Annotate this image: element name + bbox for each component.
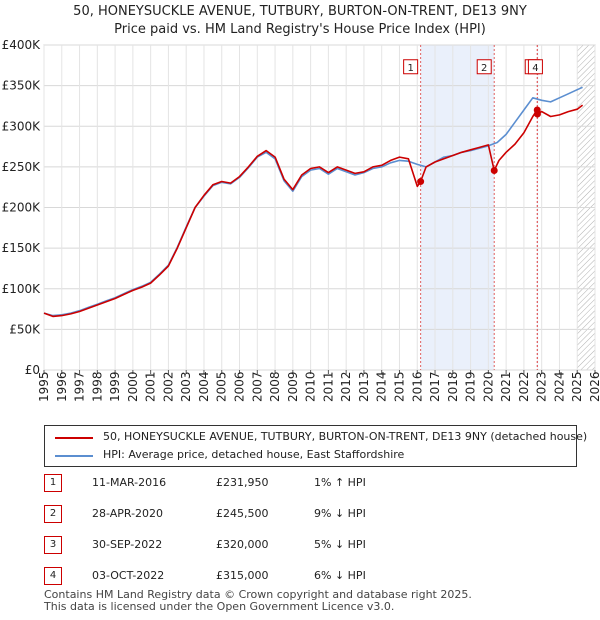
x-tick-label: 2007 [250,371,264,402]
x-tick-label: 2015 [392,371,406,402]
x-tick-label: 2018 [446,371,460,402]
transaction-badge: 3 [44,536,62,554]
y-tick-label: £400K [2,38,42,52]
sale-point-4 [533,110,541,118]
table-row: 2 28-APR-2020 £245,500 9% ↓ HPI [44,504,584,524]
x-tick-label: 2023 [535,371,549,402]
transaction-hpi: 5% ↓ HPI [314,538,366,551]
y-tick-label: £0 [25,363,40,377]
transaction-date: 11-MAR-2016 [92,476,167,489]
price-chart: 1234£0£50K£100K£150K£200K£250K£300K£350K… [2,38,600,402]
x-tick-label: 2002 [161,371,175,402]
x-tick-label: 2005 [215,371,229,402]
x-tick-label: 2000 [126,371,140,402]
transaction-hpi: 6% ↓ HPI [314,569,366,582]
transaction-price: £320,000 [216,538,269,551]
x-tick-label: 2003 [179,371,193,402]
x-tick-label: 1997 [73,371,87,402]
chart-subtitle: Price paid vs. HM Land Registry's House … [114,22,486,37]
transaction-badge: 1 [44,474,62,492]
chart-legend: 50, HONEYSUCKLE AVENUE, TUTBURY, BURTON-… [44,425,587,467]
x-tick-label: 1995 [37,371,51,402]
sale-point-2 [490,167,498,175]
y-tick-label: £100K [2,282,42,296]
x-tick-label: 2012 [339,371,353,402]
table-row: 1 11-MAR-2016 £231,950 1% ↑ HPI [44,473,584,493]
y-tick-label: £250K [2,160,42,174]
x-tick-label: 2013 [357,371,371,402]
y-tick-label: £150K [2,241,42,255]
x-tick-label: 1996 [55,371,69,402]
sale-point-1 [417,178,425,186]
x-tick-label: 2019 [464,371,478,402]
y-tick-label: £200K [2,201,42,215]
x-tick-label: 2026 [588,371,600,402]
transaction-date: 28-APR-2020 [92,507,164,520]
transaction-price: £231,950 [216,476,269,489]
legend-swatch-property [55,437,93,439]
footer-copyright: Contains HM Land Registry data © Crown c… [44,588,472,601]
transaction-badge: 4 [44,567,62,585]
transaction-date: 30-SEP-2022 [92,538,163,551]
x-tick-label: 2020 [481,371,495,402]
x-tick-label: 2006 [233,371,247,402]
y-tick-label: £350K [2,79,42,93]
marker-badge-1 [403,59,419,75]
footer-license: This data is licensed under the Open Gov… [44,600,395,613]
table-row: 3 30-SEP-2022 £320,000 5% ↓ HPI [44,535,584,555]
x-tick-label: 1999 [108,371,122,402]
x-tick-label: 2021 [499,371,513,402]
transaction-badge: 2 [44,505,62,523]
x-tick-label: 2017 [428,371,442,402]
series-line-property [43,104,584,318]
x-tick-label: 2024 [552,371,566,402]
marker-label-4: 4 [532,63,538,74]
x-tick-label: 2008 [268,371,282,402]
transaction-hpi: 1% ↑ HPI [314,476,366,489]
chart-title: 50, HONEYSUCKLE AVENUE, TUTBURY, BURTON-… [73,4,527,19]
y-tick-label: £50K [9,322,41,336]
transaction-hpi: 9% ↓ HPI [314,507,366,520]
marker-badge-4 [527,59,543,75]
x-tick-label: 2001 [144,371,158,402]
x-tick-label: 2009 [286,371,300,402]
marker-badge-2 [476,59,492,75]
x-tick-label: 2014 [375,371,389,402]
legend-swatch-hpi [55,455,93,457]
marker-label-2: 2 [481,63,487,74]
y-tick-label: £300K [2,119,42,133]
transaction-price: £245,500 [216,507,269,520]
table-row: 4 03-OCT-2022 £315,000 6% ↓ HPI [44,566,584,586]
x-tick-label: 2022 [517,371,531,402]
x-tick-label: 2016 [410,371,424,402]
marker-label-1: 1 [407,63,413,74]
x-tick-label: 2011 [321,371,335,402]
transaction-date: 03-OCT-2022 [92,569,165,582]
legend-label-property: 50, HONEYSUCKLE AVENUE, TUTBURY, BURTON-… [103,430,588,443]
x-tick-label: 2010 [304,371,318,402]
x-tick-label: 1998 [90,371,104,402]
transaction-price: £315,000 [216,569,269,582]
x-tick-label: 2004 [197,371,211,402]
x-tick-label: 2025 [570,371,584,402]
legend-label-hpi: HPI: Average price, detached house, East… [103,448,405,461]
